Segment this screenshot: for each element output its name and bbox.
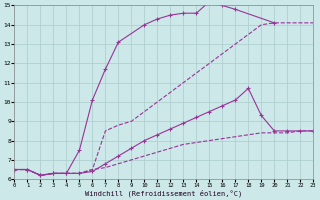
X-axis label: Windchill (Refroidissement éolien,°C): Windchill (Refroidissement éolien,°C) — [85, 189, 243, 197]
